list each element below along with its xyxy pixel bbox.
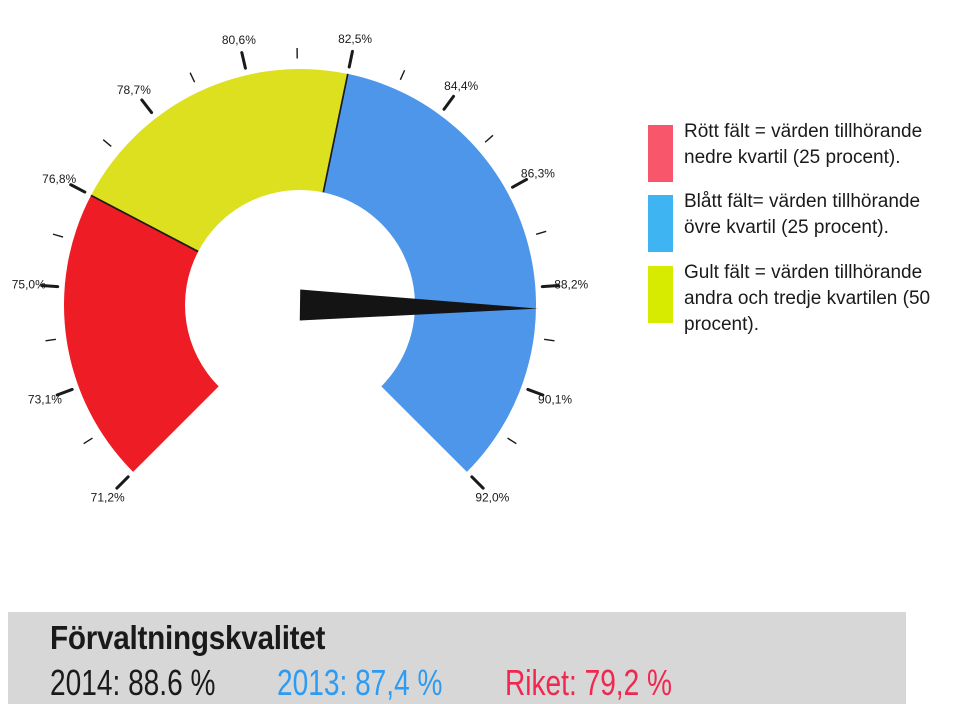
tick-label: 82,5% [338, 32, 372, 46]
minor-tick [507, 437, 517, 445]
footer-value-riket: Riket: 79,2 % [505, 662, 673, 703]
tick-label: 90,1% [538, 393, 572, 407]
gauge-segments [63, 69, 537, 472]
gauge-chart: 71,2% 73,1% 75,0% 76,8% 78,7% 80,6% 82,5% 84,4%… [12, 32, 589, 505]
major-tick [240, 51, 247, 70]
footer-value-2014: 2014: 88.6 % [50, 662, 216, 703]
footer-title: Förvaltningskvalitet [50, 619, 326, 656]
minor-tick [535, 230, 547, 236]
legend-swatch-blue [648, 195, 673, 252]
segment-boundary-line [90, 194, 199, 253]
tick-label: 86,3% [521, 166, 555, 180]
gauge-needle [299, 289, 538, 321]
major-tick [115, 475, 130, 490]
major-tick [540, 283, 560, 289]
tick-label: 75,0% [12, 278, 46, 292]
segment-boundary-line [322, 73, 349, 193]
major-tick [526, 387, 545, 397]
major-tick [470, 475, 485, 490]
major-tick [140, 98, 154, 115]
tick-label: 92,0% [475, 491, 509, 505]
footer-value-2013: 2013: 87,4 % [277, 662, 443, 703]
legend-label-yellow: Gult fält = värden tillhörande andra och… [684, 262, 931, 335]
legend-label-blue: Blått fält= värden tillhörande övre kvar… [684, 191, 921, 238]
minor-tick [83, 437, 93, 445]
major-tick [347, 49, 354, 69]
tick-label: 88,2% [554, 278, 588, 292]
tick-label: 78,7% [117, 83, 151, 97]
minor-tick [399, 69, 406, 81]
tick-label: 80,6% [222, 33, 256, 47]
gauge-ticks [40, 48, 560, 490]
legend-item-red: Rött fält = värden tillhörande nedre kva… [648, 119, 950, 182]
legend-swatch-yellow [648, 266, 673, 323]
major-tick [40, 283, 60, 289]
major-tick [442, 94, 455, 111]
major-tick [55, 387, 74, 397]
gauge-segment-yellow [91, 69, 348, 252]
gauge-segment-blue [323, 73, 537, 472]
legend-swatch-red [648, 125, 673, 182]
minor-tick [544, 338, 555, 342]
major-tick [511, 177, 529, 189]
tick-label: 76,8% [42, 172, 76, 186]
gauge-segment-red [63, 195, 219, 472]
legend-item-blue: Blått fält= värden tillhörande övre kvar… [648, 189, 950, 252]
legend-item-yellow: Gult fält = värden tillhörande andra och… [648, 260, 950, 338]
tick-label: 73,1% [28, 393, 62, 407]
gauge-tick-labels: 71,2% 73,1% 75,0% 76,8% 78,7% 80,6% 82,5% 84,4%… [12, 32, 589, 505]
minor-tick [102, 139, 112, 148]
tick-label: 71,2% [91, 491, 125, 505]
tick-label: 84,4% [444, 79, 478, 93]
minor-tick [484, 134, 494, 143]
minor-tick [189, 72, 196, 83]
major-tick [69, 183, 87, 194]
minor-tick [45, 338, 56, 342]
footer-panel: Förvaltningskvalitet 2014: 88.6 % 2013: … [8, 612, 906, 704]
legend-label-red: Rött fält = värden tillhörande nedre kva… [684, 121, 923, 168]
minor-tick [52, 233, 64, 238]
